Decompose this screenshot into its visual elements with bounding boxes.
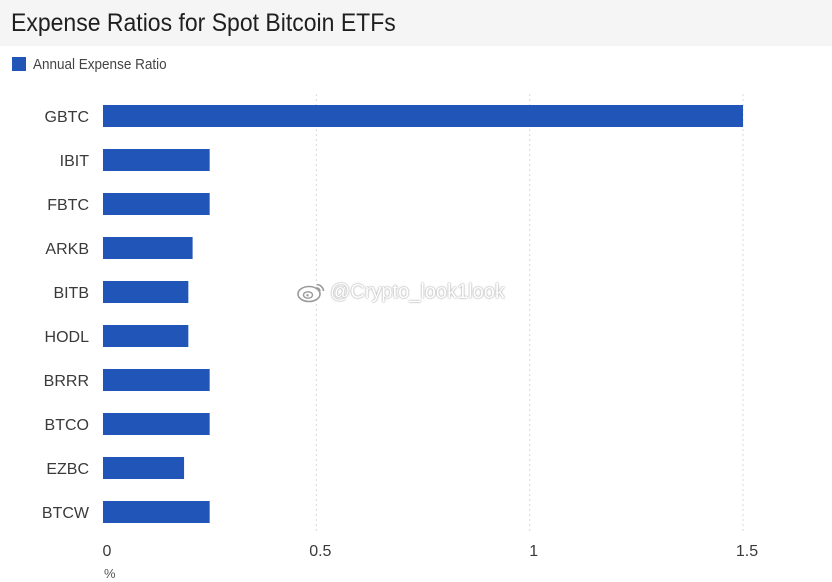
x-tick-label: 0.5 <box>309 543 331 560</box>
x-tick-label: 0 <box>103 543 112 560</box>
category-label: HODL <box>45 329 90 346</box>
weibo-logo-icon <box>297 283 325 303</box>
bar-btco <box>103 413 210 435</box>
x-axis-unit: % <box>104 566 116 581</box>
category-label: BTCW <box>42 505 90 522</box>
bar-btcw <box>103 501 210 523</box>
category-label: IBIT <box>60 153 90 170</box>
chart-title: Expense Ratios for Spot Bitcoin ETFs <box>11 9 396 37</box>
category-label: BITB <box>53 285 89 302</box>
bar-hodl <box>103 325 189 347</box>
bar-arkb <box>103 237 193 259</box>
watermark-text: @Crypto_look1look <box>330 280 505 303</box>
bar-bitb <box>103 281 189 303</box>
category-label: ARKB <box>45 241 89 258</box>
bar-ezbc <box>103 457 185 479</box>
x-axis-ticks: 0 0.5 1 1.5 <box>103 543 759 560</box>
gridlines <box>315 94 744 534</box>
bar-gbtc <box>103 105 743 127</box>
watermark: @Crypto_look1look <box>296 278 505 306</box>
category-label: EZBC <box>46 461 89 478</box>
x-tick-label: 1 <box>529 543 538 560</box>
category-label: GBTC <box>45 109 89 126</box>
title-band <box>0 0 832 46</box>
legend-label: Annual Expense Ratio <box>33 55 167 73</box>
legend: Annual Expense Ratio <box>12 55 181 73</box>
legend-swatch <box>12 57 26 71</box>
bar-brrr <box>103 369 210 391</box>
bar-ibit <box>103 149 210 171</box>
category-label: BRRR <box>44 373 89 390</box>
bar-fbtc <box>103 193 210 215</box>
x-tick-label: 1.5 <box>736 543 758 560</box>
category-label: FBTC <box>47 197 89 214</box>
bars <box>103 105 743 523</box>
category-label: BTCO <box>45 417 89 434</box>
category-labels: GBTC IBIT FBTC ARKB BITB HODL BRRR BTCO EZBC BTCW <box>42 109 90 522</box>
